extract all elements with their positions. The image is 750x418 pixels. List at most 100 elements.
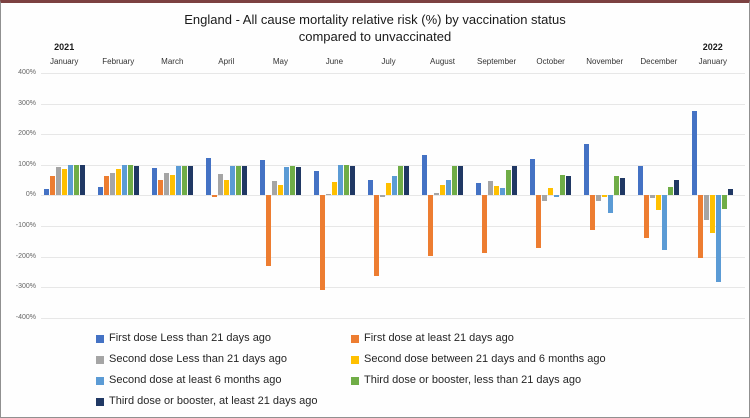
bar-first-dose-at-least-21-days-ago <box>590 195 596 231</box>
legend-item: Second dose at least 6 months ago <box>96 374 426 389</box>
gridline <box>41 134 745 136</box>
legend-swatch <box>96 356 104 364</box>
bar-first-dose-at-least-21-days-ago <box>644 195 650 239</box>
legend-label: Second dose Less than 21 days ago <box>109 353 287 365</box>
bar-third-dose-or-booster-less-than-21-days-ago <box>289 166 295 196</box>
bar-third-dose-or-booster-less-than-21-days-ago <box>560 174 566 196</box>
bar-second-dose-less-than-21-days-ago <box>596 195 602 202</box>
legend-swatch <box>351 356 359 364</box>
bar-first-dose-less-than-21-days-ago <box>151 167 157 196</box>
bar-third-dose-or-booster-less-than-21-days-ago <box>506 169 512 196</box>
bar-third-dose-or-booster-less-than-21-days-ago <box>235 165 241 196</box>
bar-second-dose-between-21-days-and-6-months-ago <box>115 169 121 196</box>
x-axis-month-label: September <box>477 57 517 66</box>
bar-second-dose-at-least-6-months-ago <box>392 176 397 196</box>
bar-second-dose-at-least-6-months-ago <box>229 165 235 196</box>
gridline <box>41 226 745 227</box>
bar-first-dose-less-than-21-days-ago <box>43 188 49 196</box>
legend-item: First dose at least 21 days ago <box>351 332 681 347</box>
bar-second-dose-less-than-21-days-ago <box>704 195 710 221</box>
y-axis-tick-label: -100% <box>15 222 36 229</box>
x-axis-month-label: January <box>698 57 728 66</box>
bar-second-dose-at-least-6-months-ago <box>446 179 451 196</box>
x-axis-month-label: January <box>49 57 79 66</box>
gridline <box>41 317 745 319</box>
bar-first-dose-at-least-21-days-ago <box>103 175 109 196</box>
bar-third-dose-or-booster-at-least-21-days-ago <box>458 165 463 196</box>
x-axis-month-label: February <box>102 57 135 66</box>
legend-item: Second dose between 21 days and 6 months… <box>351 353 681 368</box>
bar-third-dose-or-booster-less-than-21-days-ago <box>614 176 620 196</box>
bar-first-dose-less-than-21-days-ago <box>422 154 427 196</box>
gridline <box>41 287 745 289</box>
gridline <box>41 256 745 258</box>
bar-second-dose-less-than-21-days-ago <box>55 167 61 196</box>
y-axis-tick-label: -400% <box>15 313 36 321</box>
bar-second-dose-less-than-21-days-ago <box>434 192 439 196</box>
bar-second-dose-at-least-6-months-ago <box>283 167 289 196</box>
legend-label: Second dose between 21 days and 6 months… <box>364 353 606 365</box>
bar-first-dose-at-least-21-days-ago <box>536 195 542 248</box>
x-axis-month-label: May <box>272 57 288 66</box>
legend-swatch <box>96 377 104 385</box>
bar-first-dose-less-than-21-days-ago <box>476 182 482 196</box>
bar-first-dose-at-least-21-days-ago <box>698 195 704 258</box>
bar-first-dose-less-than-21-days-ago <box>530 158 536 196</box>
legend-swatch <box>96 335 104 343</box>
x-axis-month-label: October <box>536 57 565 66</box>
bar-third-dose-or-booster-at-least-21-days-ago <box>349 165 355 196</box>
bar-second-dose-between-21-days-and-6-months-ago <box>548 187 554 196</box>
bar-third-dose-or-booster-less-than-21-days-ago <box>127 165 133 196</box>
bar-first-dose-less-than-21-days-ago <box>638 165 644 196</box>
legend-label: Third dose or booster, at least 21 days … <box>109 395 318 407</box>
bar-second-dose-at-least-6-months-ago <box>337 164 343 196</box>
bar-second-dose-between-21-days-and-6-months-ago <box>386 182 391 196</box>
bar-second-dose-at-least-6-months-ago <box>67 164 73 196</box>
legend-swatch <box>351 335 359 343</box>
x-axis-month-label: December <box>640 57 678 66</box>
bar-first-dose-less-than-21-days-ago <box>313 171 319 196</box>
chart-title: England - All cause mortality relative r… <box>1 11 749 45</box>
bar-second-dose-between-21-days-and-6-months-ago <box>169 174 175 196</box>
bar-first-dose-less-than-21-days-ago <box>97 187 103 196</box>
x-axis-year-label: 2021 <box>54 42 75 52</box>
bar-second-dose-between-21-days-and-6-months-ago <box>223 179 229 196</box>
bar-third-dose-or-booster-at-least-21-days-ago <box>728 188 734 196</box>
bar-third-dose-or-booster-less-than-21-days-ago <box>398 166 403 196</box>
y-axis-tick-label: 100% <box>18 160 36 168</box>
bar-second-dose-at-least-6-months-ago <box>121 165 127 196</box>
bar-second-dose-less-than-21-days-ago <box>650 195 656 198</box>
bar-second-dose-less-than-21-days-ago <box>271 181 277 196</box>
legend-label: First dose at least 21 days ago <box>364 332 514 344</box>
gridline <box>41 164 745 166</box>
chart-title-line2: compared to unvaccinated <box>298 29 452 44</box>
y-axis-tick-label: -200% <box>15 252 36 260</box>
gridline <box>41 73 745 75</box>
bar-second-dose-between-21-days-and-6-months-ago <box>440 184 445 196</box>
x-axis-month-label: April <box>218 57 235 66</box>
bar-second-dose-between-21-days-and-6-months-ago <box>656 195 662 210</box>
bar-third-dose-or-booster-at-least-21-days-ago <box>620 178 626 196</box>
bar-first-dose-at-least-21-days-ago <box>319 195 325 291</box>
bar-first-dose-less-than-21-days-ago <box>259 160 265 196</box>
bar-first-dose-at-least-21-days-ago <box>482 195 488 254</box>
bar-first-dose-at-least-21-days-ago <box>49 176 55 196</box>
legend-label: Second dose at least 6 months ago <box>109 374 282 386</box>
bar-second-dose-at-least-6-months-ago <box>175 165 181 196</box>
x-axis-month-label: November <box>586 57 624 66</box>
bar-first-dose-at-least-21-days-ago <box>374 195 379 277</box>
legend-label: First dose Less than 21 days ago <box>109 332 272 344</box>
bar-second-dose-less-than-21-days-ago <box>217 174 223 196</box>
bar-third-dose-or-booster-at-least-21-days-ago <box>187 166 193 196</box>
legend-item: Third dose or booster, at least 21 days … <box>96 395 426 410</box>
bar-first-dose-less-than-21-days-ago <box>368 180 373 196</box>
bar-third-dose-or-booster-at-least-21-days-ago <box>512 166 518 196</box>
x-axis-month-label: July <box>381 57 396 66</box>
gridline <box>41 103 745 105</box>
x-axis-month-label: March <box>161 57 184 66</box>
bar-second-dose-at-least-6-months-ago <box>500 187 506 196</box>
bar-second-dose-at-least-6-months-ago <box>662 195 668 251</box>
bar-third-dose-or-booster-less-than-21-days-ago <box>722 195 728 210</box>
bar-second-dose-between-21-days-and-6-months-ago <box>61 168 67 196</box>
